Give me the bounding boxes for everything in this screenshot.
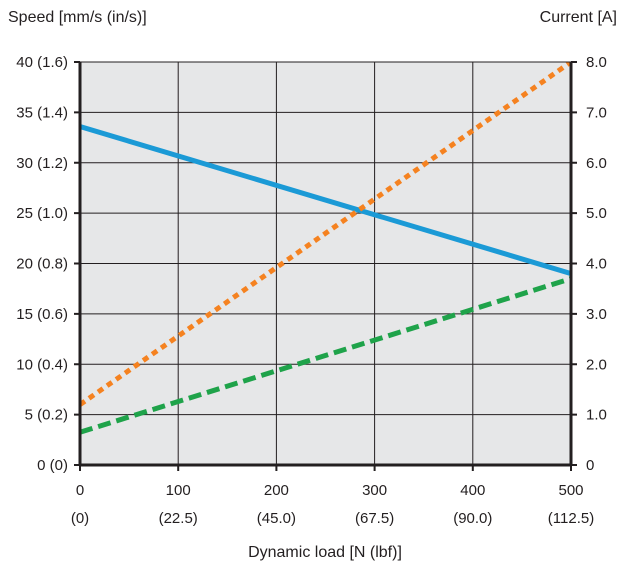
x-tick-label-5: 500: [558, 482, 583, 499]
y-left-tick-label-7: 35 (1.4): [16, 104, 68, 121]
y-left-tick-label-2: 10 (0.4): [16, 356, 68, 373]
y-left-tick-label-3: 15 (0.6): [16, 306, 68, 323]
y-right-axis-title: Current [A]: [540, 9, 617, 26]
y-left-tick-label-4: 20 (0.8): [16, 256, 68, 273]
tick-labels: 0 (0) 5 (0.2) 10 (0.4) 15 (0.6) 20 (0.8) 25 (…: [16, 54, 607, 527]
y-left-tick-label-5: 25 (1.0): [16, 205, 68, 222]
x-axis-title: Dynamic load [N (lbf)]: [248, 544, 402, 561]
x-tick-sublabel-2: (45.0): [257, 510, 296, 527]
series-line-dotted-right: [80, 62, 571, 407]
x-tick-label-3: 300: [362, 482, 387, 499]
y-right-tick-label-4: 4.0: [586, 256, 607, 273]
y-right-tick-label-1: 1.0: [586, 407, 607, 424]
series-lines: [80, 62, 571, 435]
x-tick-sublabel-0: (0): [71, 510, 89, 527]
x-tick-sublabel-5: (112.5): [548, 510, 594, 527]
grid: [80, 62, 571, 465]
y-left-axis-title: Speed [mm/s (in/s)]: [8, 9, 147, 26]
y-right-tick-label-3: 3.0: [586, 306, 607, 323]
series-line-dashed-right: [80, 276, 571, 435]
x-tick-label-0: 0: [76, 482, 84, 499]
y-left-tick-label-0: 0 (0): [37, 457, 68, 474]
x-tick-label-1: 100: [166, 482, 191, 499]
x-tick-sublabel-3: (67.5): [355, 510, 394, 527]
x-tick-sublabel-1: (22.5): [159, 510, 198, 527]
y-right-tick-label-5: 5.0: [586, 205, 607, 222]
y-left-tick-label-8: 40 (1.6): [16, 54, 68, 71]
y-right-tick-label-0: 0: [586, 457, 594, 474]
y-right-tick-label-6: 6.0: [586, 155, 607, 172]
y-right-tick-label-7: 7.0: [586, 104, 607, 121]
y-left-tick-label-6: 30 (1.2): [16, 155, 68, 172]
y-right-tick-label-2: 2.0: [586, 356, 607, 373]
series-line-solid-left: [80, 124, 571, 276]
y-left-tick-label-1: 5 (0.2): [25, 407, 68, 424]
x-tick-sublabel-4: (90.0): [453, 510, 492, 527]
x-tick-label-2: 200: [264, 482, 289, 499]
y-right-tick-label-8: 8.0: [586, 54, 607, 71]
x-tick-label-4: 400: [460, 482, 485, 499]
